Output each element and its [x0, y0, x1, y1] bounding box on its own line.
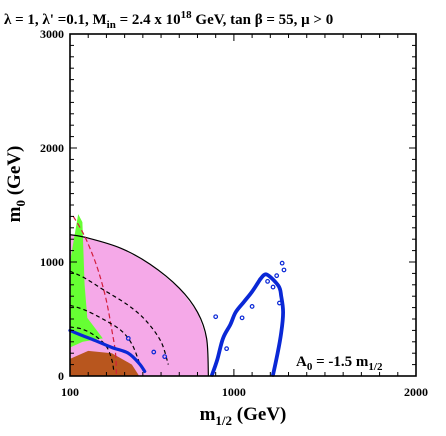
y-tick-label: 2000	[40, 141, 64, 155]
blue-dot	[239, 315, 245, 321]
chart-title-sub: in	[107, 19, 116, 31]
y-axis-label-main: m	[4, 206, 25, 222]
y-axis-label-unit: (GeV)	[4, 146, 25, 200]
x-axis-label-sub: 1/2	[215, 413, 232, 428]
blue-dot	[151, 349, 157, 355]
x-tick-label: 1000	[222, 385, 246, 399]
dashed-contour-outer	[69, 270, 169, 365]
annotation-sub1: 1/2	[368, 361, 383, 373]
pink-boundary	[69, 234, 209, 377]
x-tick-label: 2000	[404, 385, 428, 399]
annotation-mid: = -1.5 m	[312, 354, 369, 370]
annotation-sub0: 0	[307, 361, 313, 373]
red-dashed-contour	[72, 216, 117, 377]
y-axis-label: m0 (GeV)	[4, 146, 28, 223]
blue-dot	[224, 346, 230, 352]
blue-dot	[274, 273, 280, 279]
annotation-main: A	[296, 354, 307, 370]
pink-region	[70, 234, 209, 376]
brown-region	[70, 350, 140, 376]
green-region	[70, 214, 103, 348]
chart-title-exp: 18	[181, 9, 193, 21]
x-tick-label: 100	[61, 385, 79, 399]
chart-title-main: λ = 1, λ' =0.1, M	[4, 12, 107, 28]
blue-dot	[125, 335, 131, 341]
tick-layer	[69, 33, 417, 377]
blue-dot	[279, 260, 285, 266]
blue-dot	[270, 284, 276, 290]
y-axis-label-sub: 0	[13, 200, 28, 207]
y-tick-label: 1000	[40, 255, 64, 269]
x-axis-label-main: m	[200, 404, 216, 425]
blue-dot	[249, 304, 255, 309]
blue-funnel-left	[210, 277, 263, 377]
annotation-a0: A0 = -1.5 m1/2	[296, 354, 383, 373]
y-tick-label: 3000	[40, 27, 64, 41]
dashed-contour-inner	[69, 326, 115, 371]
blue-dot	[277, 300, 282, 306]
chart-title: λ = 1, λ' =0.1, Min = 2.4 x 1018 GeV, ta…	[4, 9, 333, 31]
blue-dot	[281, 267, 287, 273]
blue-dot	[213, 314, 219, 320]
chart-title-tail: GeV, tan β = 55, μ > 0	[192, 12, 334, 28]
blue-dot	[162, 354, 168, 360]
y-tick-label: 0	[58, 369, 64, 383]
chart-title-mid: = 2.4 x 10	[116, 12, 181, 28]
x-axis-label: m1/2 (GeV)	[200, 404, 287, 428]
x-axis-label-unit: (GeV)	[232, 404, 286, 425]
blue-curve-low	[68, 328, 147, 373]
blue-dot	[265, 278, 270, 284]
blue-funnel-right	[258, 272, 285, 377]
data-layer	[68, 214, 287, 377]
